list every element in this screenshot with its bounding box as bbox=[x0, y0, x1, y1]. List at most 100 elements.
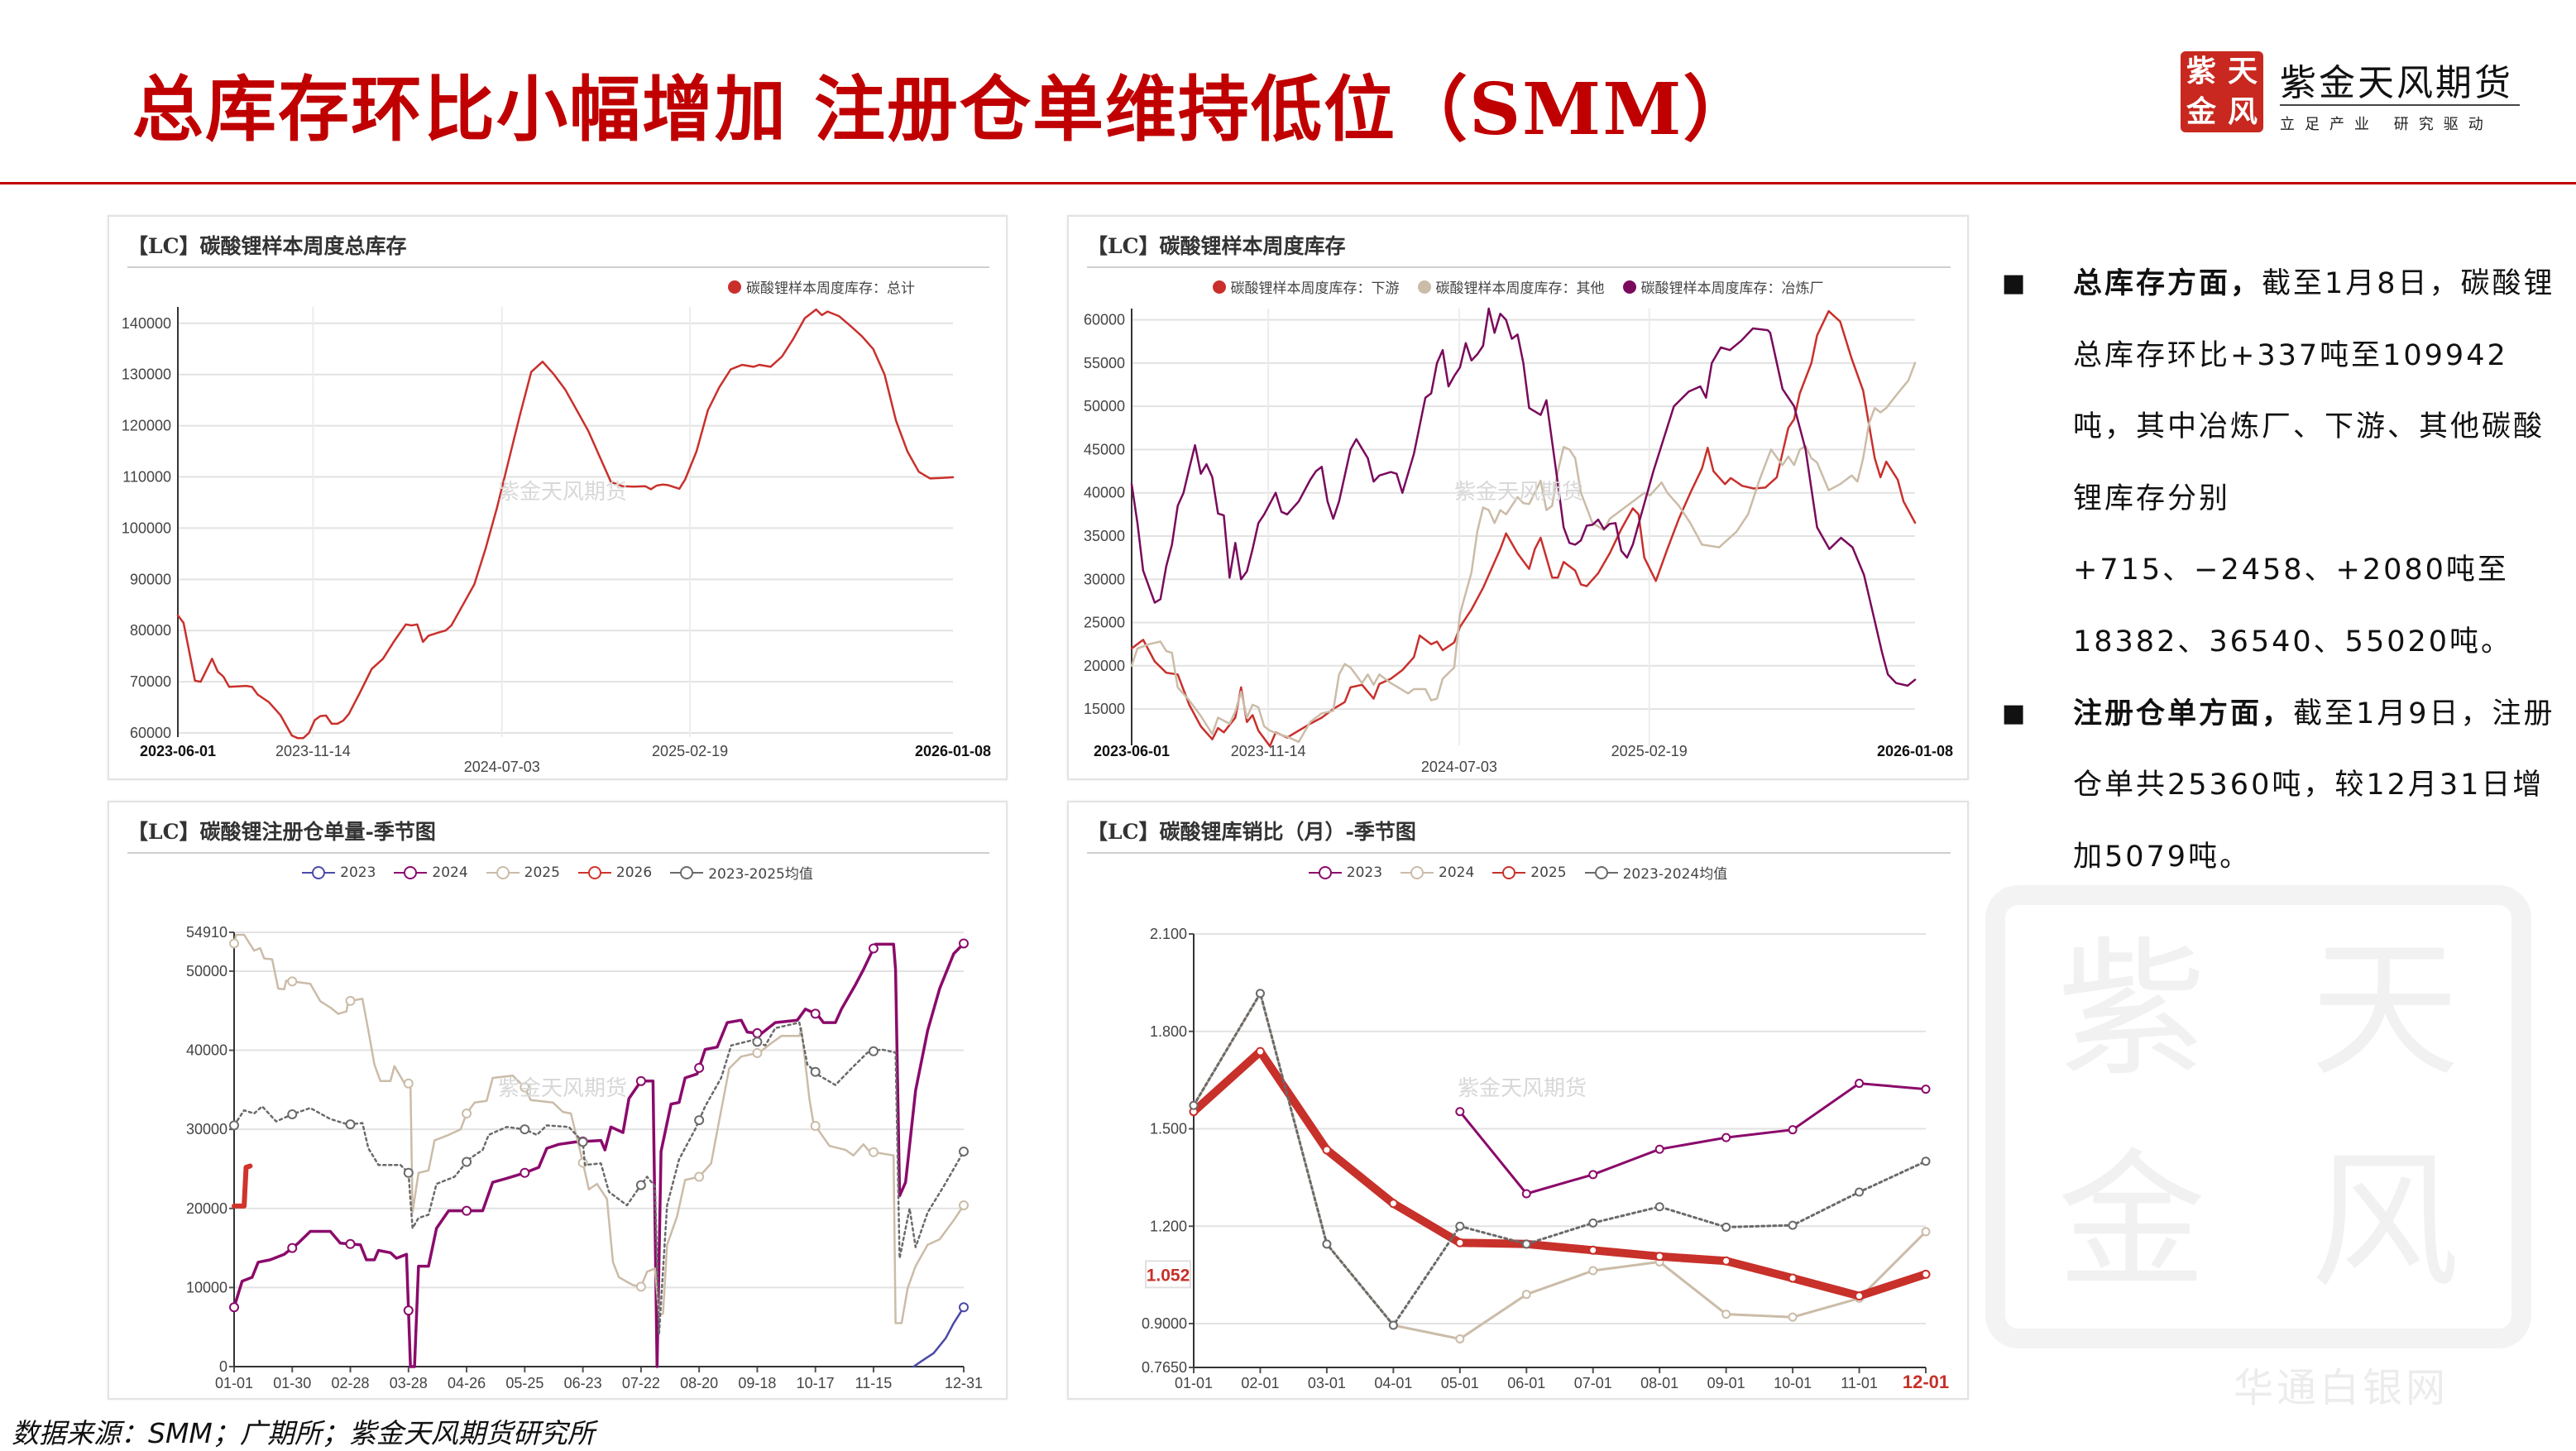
data-point bbox=[462, 1205, 472, 1216]
y-tick-label: 50000 bbox=[186, 963, 227, 979]
data-point bbox=[1588, 1170, 1598, 1180]
series-line-碳酸锂样本周度库存：下游 bbox=[1130, 309, 1917, 748]
data-point bbox=[1189, 1100, 1199, 1110]
data-point bbox=[1921, 1227, 1931, 1237]
site-watermark: 华通白银网 bbox=[2234, 1365, 2449, 1411]
y-tick-label: 1.800 bbox=[1150, 1023, 1187, 1040]
square-bullet-icon: ■ bbox=[2002, 269, 2028, 298]
x-tick-label: 2024-07-03 bbox=[464, 759, 540, 775]
chart-watermark: 紫金天风期货 bbox=[1458, 1076, 1587, 1101]
data-point bbox=[1654, 1144, 1664, 1154]
data-point bbox=[1455, 1238, 1465, 1247]
y-tick-label: 140000 bbox=[122, 315, 171, 332]
legend-line-icon bbox=[302, 865, 336, 879]
series-line-2026 bbox=[232, 1163, 253, 1209]
y-tick-label: 0.9000 bbox=[1142, 1315, 1187, 1332]
legend-item-2023[interactable]: 2023 bbox=[302, 864, 376, 881]
legend-item-2025[interactable]: 2025 bbox=[486, 864, 560, 881]
legend-item-downstream[interactable]: 碳酸锂样本周度库存：下游 bbox=[1212, 276, 1400, 297]
legend-item-2024[interactable]: 2024 bbox=[394, 864, 468, 881]
data-point bbox=[1855, 1079, 1865, 1089]
commentary-item: ■ 总库存方面，截至1月8日，碳酸锂总库存环比+337吨至109942吨，其中冶… bbox=[2002, 248, 2564, 678]
data-point bbox=[1654, 1202, 1664, 1212]
seal-char: 天 bbox=[2227, 54, 2258, 89]
chart-title: 【LC】碳酸锂库销比（月）-季节图 bbox=[1087, 820, 1416, 844]
logo-seal: 紫 天 金 风 bbox=[2181, 51, 2263, 132]
legend-item-other[interactable]: 碳酸锂样本周度库存：其他 bbox=[1417, 276, 1605, 297]
x-tick-label: 07-22 bbox=[622, 1375, 660, 1391]
series-line-2023-2025均值 bbox=[232, 1021, 965, 1336]
data-point bbox=[287, 1109, 298, 1120]
chart-plot: 15000 20000 25000 30000 35000 40000 45000 50000… bbox=[1084, 307, 1953, 775]
x-tick-label: 06-23 bbox=[564, 1375, 602, 1391]
data-point bbox=[959, 1200, 969, 1210]
legend-item-2024[interactable]: 2024 bbox=[1401, 864, 1474, 881]
commentary-body: 截至1月8日，碳酸锂总库存环比+337吨至109942吨，其中冶炼厂、下游、其他… bbox=[2073, 267, 2555, 658]
watermark-char: 金 bbox=[2056, 1136, 2206, 1309]
series-line-2025 bbox=[232, 933, 965, 1324]
brand-slogan: 立足产业 研究驱动 bbox=[2280, 116, 2493, 133]
data-point bbox=[810, 1008, 821, 1019]
legend-label: 2023-2025均值 bbox=[708, 866, 813, 883]
chart-title: 【LC】碳酸锂注册仓单量-季节图 bbox=[127, 820, 436, 844]
data-point bbox=[1455, 1107, 1465, 1117]
legend-label: 2025 bbox=[1530, 864, 1567, 881]
y-tick-label: 55000 bbox=[1084, 355, 1125, 371]
chart-panel-registered-warrants: 【LC】碳酸锂注册仓单量-季节图 0 10000 20000 30000 40000 50… bbox=[108, 801, 1008, 1400]
watermark-char: 风 bbox=[2310, 1136, 2459, 1309]
legend-item-2023[interactable]: 2023 bbox=[1308, 864, 1383, 881]
data-point bbox=[1588, 1218, 1598, 1228]
data-point bbox=[1855, 1291, 1865, 1301]
data-point bbox=[694, 1062, 705, 1073]
x-tick-label: 02-01 bbox=[1241, 1375, 1279, 1391]
chart-title-divider bbox=[127, 266, 989, 268]
x-tick-label: 08-20 bbox=[680, 1375, 718, 1391]
current-value-label: 1.052 bbox=[1147, 1266, 1190, 1285]
legend-item-average[interactable]: 2023-2024均值 bbox=[1584, 862, 1727, 883]
watermark-char: 紫 bbox=[2056, 924, 2206, 1097]
page-title: 总库存环比小幅增加 注册仓单维持低位（SMM） bbox=[132, 68, 1756, 151]
data-point bbox=[959, 1302, 969, 1313]
data-point bbox=[229, 938, 239, 949]
seal-char: 风 bbox=[2227, 94, 2258, 129]
data-point bbox=[694, 1171, 705, 1182]
data-point bbox=[635, 1281, 646, 1292]
x-tick-label: 04-26 bbox=[448, 1375, 486, 1391]
data-point bbox=[1255, 989, 1265, 998]
chart-legend: 2023 2024 2025 2023-2024均值 bbox=[1069, 862, 1967, 883]
legend-item-smelter[interactable]: 碳酸锂样本周度库存：冶炼厂 bbox=[1622, 276, 1824, 297]
legend-label: 2023 bbox=[1346, 864, 1383, 881]
x-tick-label: 05-01 bbox=[1441, 1375, 1479, 1391]
x-tick-label: 08-01 bbox=[1640, 1375, 1678, 1391]
data-point bbox=[1788, 1125, 1798, 1135]
x-tick-label: 2026-01-08 bbox=[915, 743, 991, 759]
data-point bbox=[1788, 1273, 1798, 1283]
legend-item-2025[interactable]: 2025 bbox=[1492, 864, 1567, 881]
data-point bbox=[810, 1066, 821, 1077]
x-tick-label: 11-01 bbox=[1841, 1375, 1878, 1391]
x-tick-label: 07-01 bbox=[1574, 1375, 1612, 1391]
y-tick-label: 60000 bbox=[1084, 312, 1125, 328]
data-point bbox=[1455, 1334, 1465, 1343]
x-tick-label: 2023-11-14 bbox=[275, 743, 351, 759]
title-divider bbox=[0, 182, 2576, 184]
legend-item-2026[interactable]: 2026 bbox=[577, 864, 652, 881]
legend-line-icon bbox=[1584, 865, 1618, 879]
legend-item-average[interactable]: 2023-2025均值 bbox=[670, 862, 813, 883]
data-point bbox=[403, 1305, 414, 1316]
legend-item-total[interactable]: 碳酸锂样本周度库存：总计 bbox=[728, 276, 915, 297]
x-tick-label: 01-01 bbox=[215, 1375, 253, 1391]
data-point bbox=[1388, 1320, 1398, 1330]
legend-line-icon bbox=[670, 865, 704, 879]
data-point bbox=[635, 1075, 646, 1086]
data-point bbox=[1721, 1133, 1731, 1142]
x-tick-label: 12-31 bbox=[945, 1375, 983, 1391]
legend-label: 2025 bbox=[524, 864, 560, 881]
x-tick-label: 2023-06-01 bbox=[140, 743, 216, 759]
data-point bbox=[959, 938, 969, 949]
x-tick-label: 09-01 bbox=[1707, 1375, 1745, 1391]
chart-inventory-sales-ratio: 0.7650 0.9000 1.200 1.500 1.800 2.100 01-01 02-… bbox=[1142, 926, 1949, 1392]
x-tick-label: 09-18 bbox=[738, 1375, 776, 1391]
y-tick-label: 120000 bbox=[122, 418, 171, 434]
y-tick-label: 0.7650 bbox=[1142, 1359, 1187, 1376]
